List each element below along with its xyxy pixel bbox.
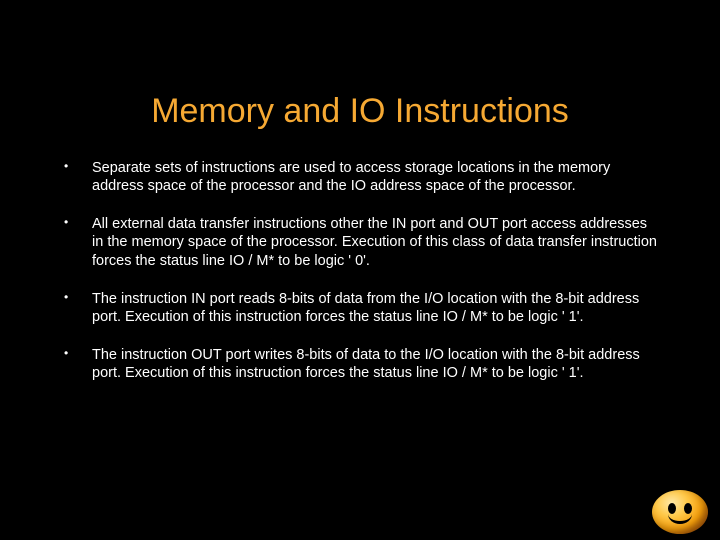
- bullet-item: The instruction OUT port writes 8-bits o…: [60, 346, 660, 382]
- slide-title: Memory and IO Instructions: [0, 0, 720, 159]
- smiley-eye-right: [684, 503, 692, 514]
- smiley-face: [652, 490, 708, 534]
- slide: Memory and IO Instructions Separate sets…: [0, 0, 720, 540]
- smiley-mouth: [668, 514, 692, 524]
- bullet-item: The instruction IN port reads 8-bits of …: [60, 290, 660, 326]
- bullet-item: All external data transfer instructions …: [60, 215, 660, 269]
- bullet-list: Separate sets of instructions are used t…: [60, 159, 660, 382]
- slide-content: Separate sets of instructions are used t…: [0, 159, 720, 382]
- bullet-item: Separate sets of instructions are used t…: [60, 159, 660, 195]
- smiley-icon: [652, 490, 708, 534]
- smiley-eye-left: [668, 503, 676, 514]
